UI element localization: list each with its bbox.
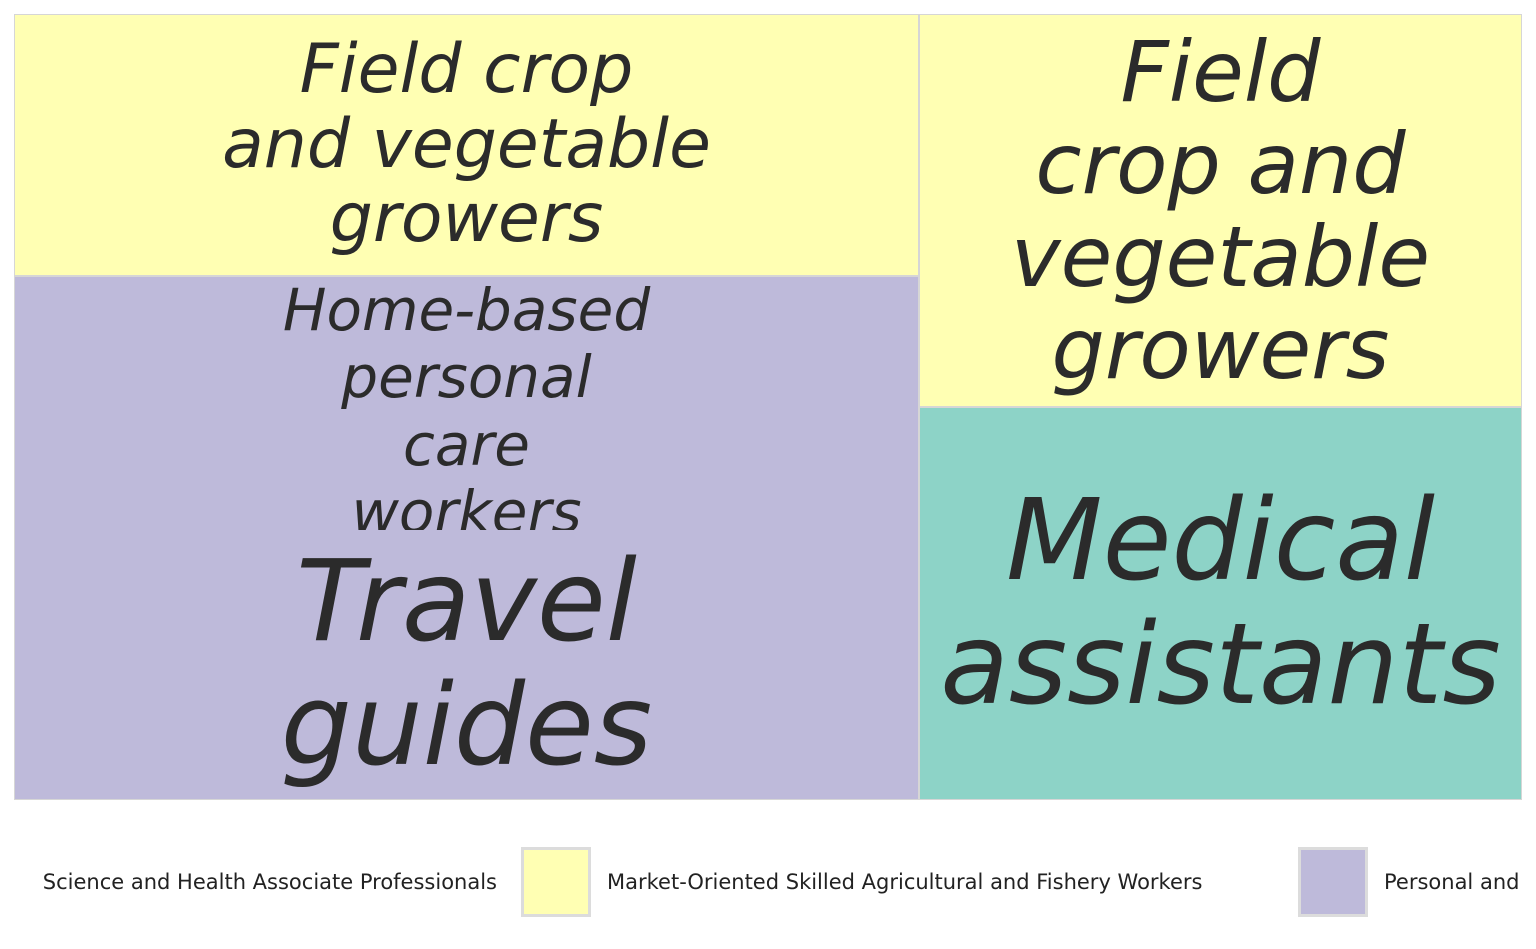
treemap-tile: Field crop and vegetable growers [14, 14, 919, 276]
legend-swatch [1298, 847, 1368, 917]
tile-label: Medical assistants [940, 476, 1501, 730]
treemap-tile: Travel guides [14, 530, 919, 800]
treemap-tile: Field crop and vegetable growers [919, 14, 1522, 407]
legend-label: Market-Oriented Skilled Agricultural and… [607, 870, 1203, 894]
tile-label: Travel guides [280, 537, 653, 791]
legend-item: Market-Oriented Skilled Agricultural and… [521, 846, 1202, 918]
tile-label: Home-based personal care workers [282, 276, 651, 538]
treemap-tile: Home-based personal care workers [14, 276, 919, 538]
legend-swatch [521, 847, 591, 917]
legend-label: Science and Health Associate Professiona… [42, 870, 497, 894]
legend-label: Personal and [1384, 870, 1520, 894]
treemap-tile: Medical assistants [919, 407, 1522, 800]
tile-label: Field crop and vegetable growers [1010, 22, 1431, 398]
legend-item: Science and Health Associate Professiona… [43, 846, 497, 918]
tile-label: Field crop and vegetable growers [222, 29, 711, 259]
legend: Science and Health Associate Professiona… [0, 800, 1536, 949]
legend-item: Personal and [1298, 846, 1519, 918]
